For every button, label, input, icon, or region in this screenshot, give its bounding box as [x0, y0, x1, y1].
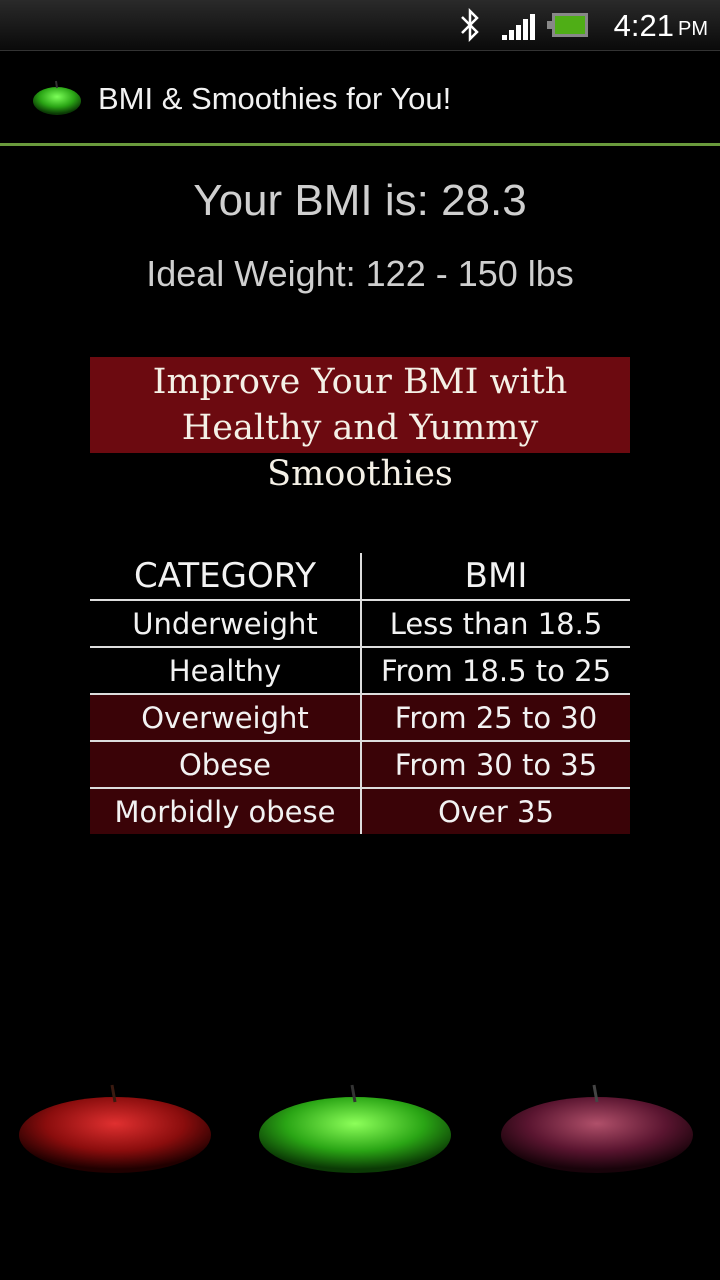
bmi-cell: Over 35: [361, 787, 630, 834]
category-cell: Morbidly obese: [90, 787, 362, 834]
signal-icon: [502, 14, 535, 40]
ideal-weight: Ideal Weight: 122 - 150 lbs: [146, 253, 574, 294]
purple-apple-icon[interactable]: [497, 1080, 697, 1175]
banner-line-2: Healthy and Yummy Smoothies: [181, 408, 539, 494]
battery-icon: [547, 13, 588, 37]
table-row: Underweight Less than 18.5: [90, 599, 630, 647]
bmi-cell: From 30 to 35: [361, 740, 630, 788]
table-row: Obese From 30 to 35: [90, 740, 630, 788]
table-header: CATEGORY BMI: [90, 553, 630, 600]
clock-ampm: PM: [678, 18, 708, 40]
red-apple-icon[interactable]: [15, 1080, 215, 1175]
category-cell: Overweight: [90, 693, 362, 741]
category-cell: Obese: [90, 740, 362, 788]
header-category: CATEGORY: [90, 553, 362, 600]
table-row: Morbidly obese Over 35: [90, 787, 630, 834]
table-row: Overweight From 25 to 30: [90, 693, 630, 741]
bmi-result: Your BMI is: 28.3: [193, 176, 527, 225]
bmi-category-table: CATEGORY BMI Underweight Less than 18.5 H…: [90, 553, 630, 834]
status-bar: 4:21 PM: [0, 0, 720, 51]
bmi-cell: From 18.5 to 25: [361, 646, 630, 694]
clock-time: 4:21: [613, 8, 674, 43]
app-title: BMI & Smoothies for You!: [98, 81, 452, 116]
banner-line-1: Improve Your BMI with: [152, 362, 568, 402]
table-row: Healthy From 18.5 to 25: [90, 646, 630, 694]
smoothies-banner[interactable]: Improve Your BMI with Healthy and Yummy …: [90, 357, 630, 494]
action-bar: BMI & Smoothies for You!: [0, 51, 720, 146]
bluetooth-icon: [461, 8, 479, 42]
header-bmi: BMI: [464, 556, 528, 596]
bmi-cell: Less than 18.5: [361, 599, 630, 647]
category-cell: Healthy: [90, 646, 362, 694]
category-cell: Underweight: [90, 599, 362, 647]
green-apple-icon[interactable]: [26, 71, 88, 127]
bmi-cell: From 25 to 30: [361, 693, 630, 741]
green-apple-icon[interactable]: [255, 1080, 455, 1175]
